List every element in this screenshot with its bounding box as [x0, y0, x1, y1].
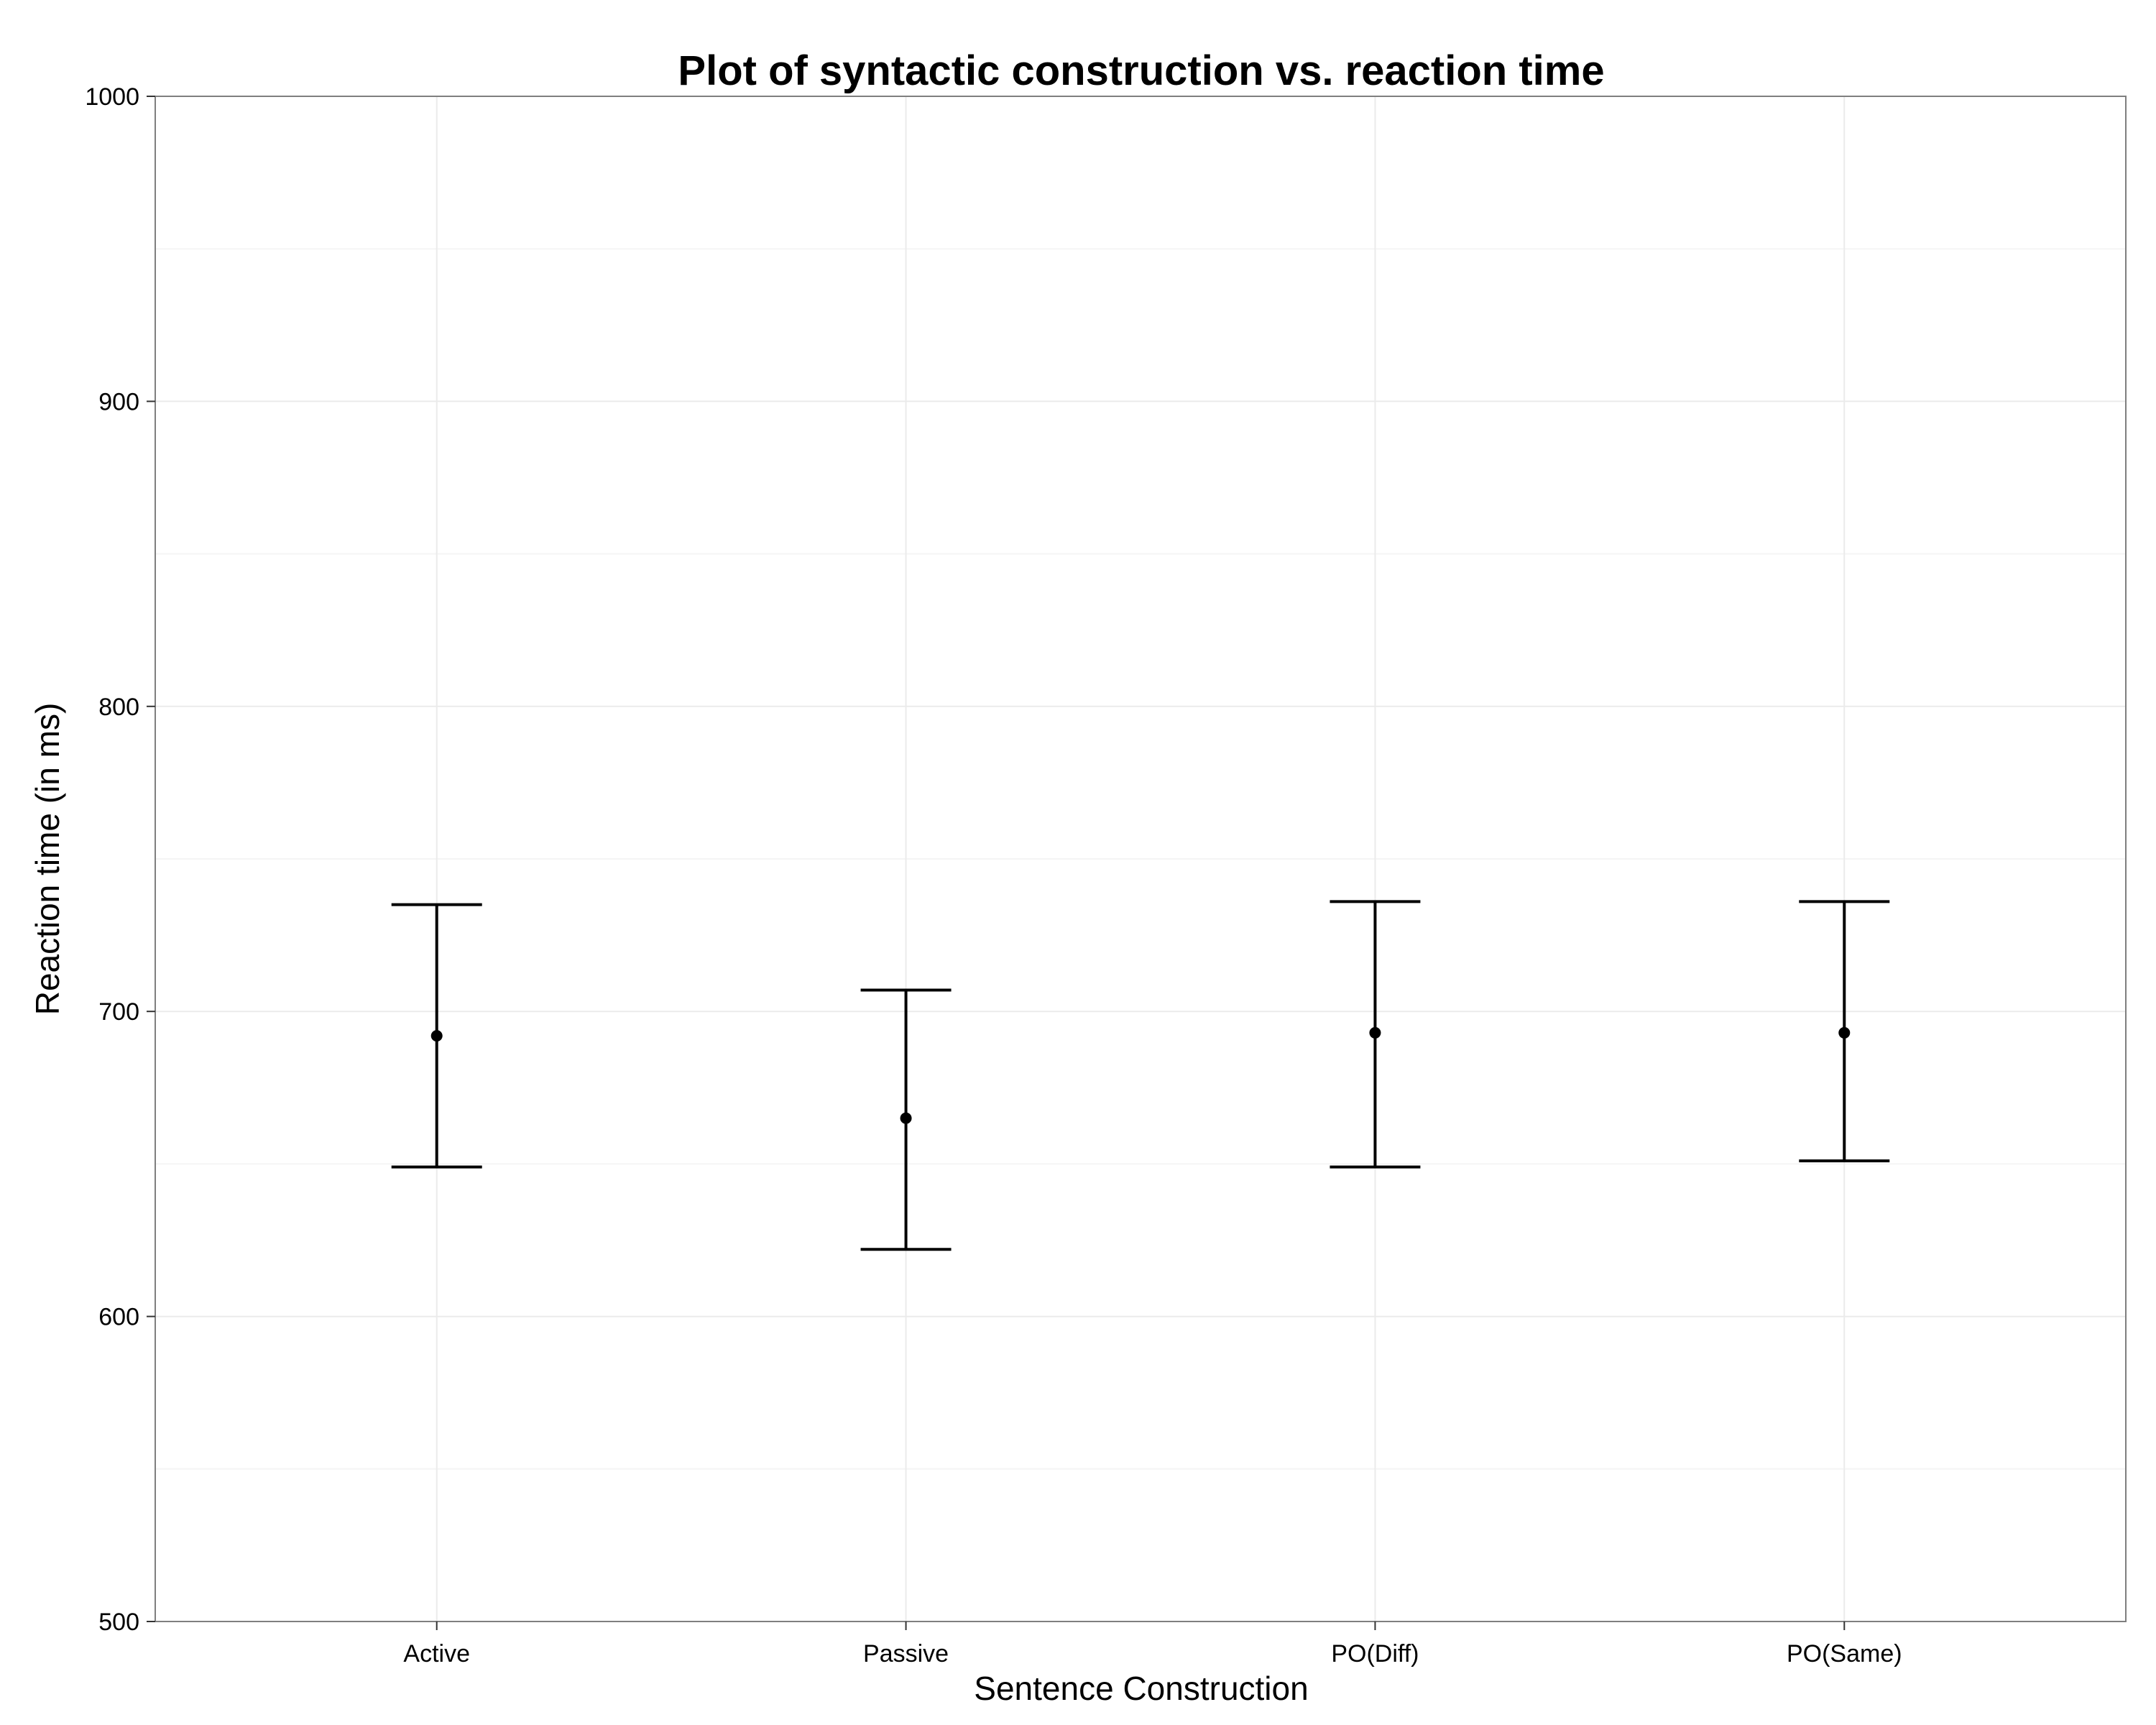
- y-axis-label: Reaction time (in ms): [29, 703, 66, 1016]
- error-bar-active: [391, 903, 482, 1169]
- y-tick-label: 600: [98, 1304, 139, 1331]
- y-tick-label: 900: [98, 388, 139, 415]
- x-axis-label: Sentence Construction: [974, 1670, 1308, 1707]
- x-tick-label: PO(Diff): [1331, 1640, 1419, 1668]
- error-bar-passive: [860, 988, 952, 1251]
- y-tick-label: 700: [98, 998, 139, 1026]
- error-bar-po-same: [1799, 900, 1890, 1163]
- y-tick-label: 1000: [85, 83, 139, 111]
- plot-panel: [155, 96, 2127, 1622]
- error-bars: [391, 900, 1890, 1251]
- x-tick-label: Passive: [863, 1640, 949, 1668]
- axis-ticks: 500 600 700 800 900 1000 Active Passive PO(Diff)…: [85, 83, 1902, 1668]
- x-tick-label: PO(Same): [1787, 1640, 1902, 1668]
- mean-point: [900, 1112, 912, 1124]
- mean-point: [1838, 1026, 1851, 1039]
- chart-title: Plot of syntactic construction vs. react…: [678, 47, 1604, 94]
- y-tick-label: 800: [98, 694, 139, 721]
- error-bar-po-diff: [1330, 900, 1421, 1169]
- y-tick-label: 500: [98, 1609, 139, 1636]
- mean-point: [430, 1030, 443, 1042]
- mean-point: [1369, 1026, 1381, 1039]
- x-tick-label: Active: [403, 1640, 470, 1668]
